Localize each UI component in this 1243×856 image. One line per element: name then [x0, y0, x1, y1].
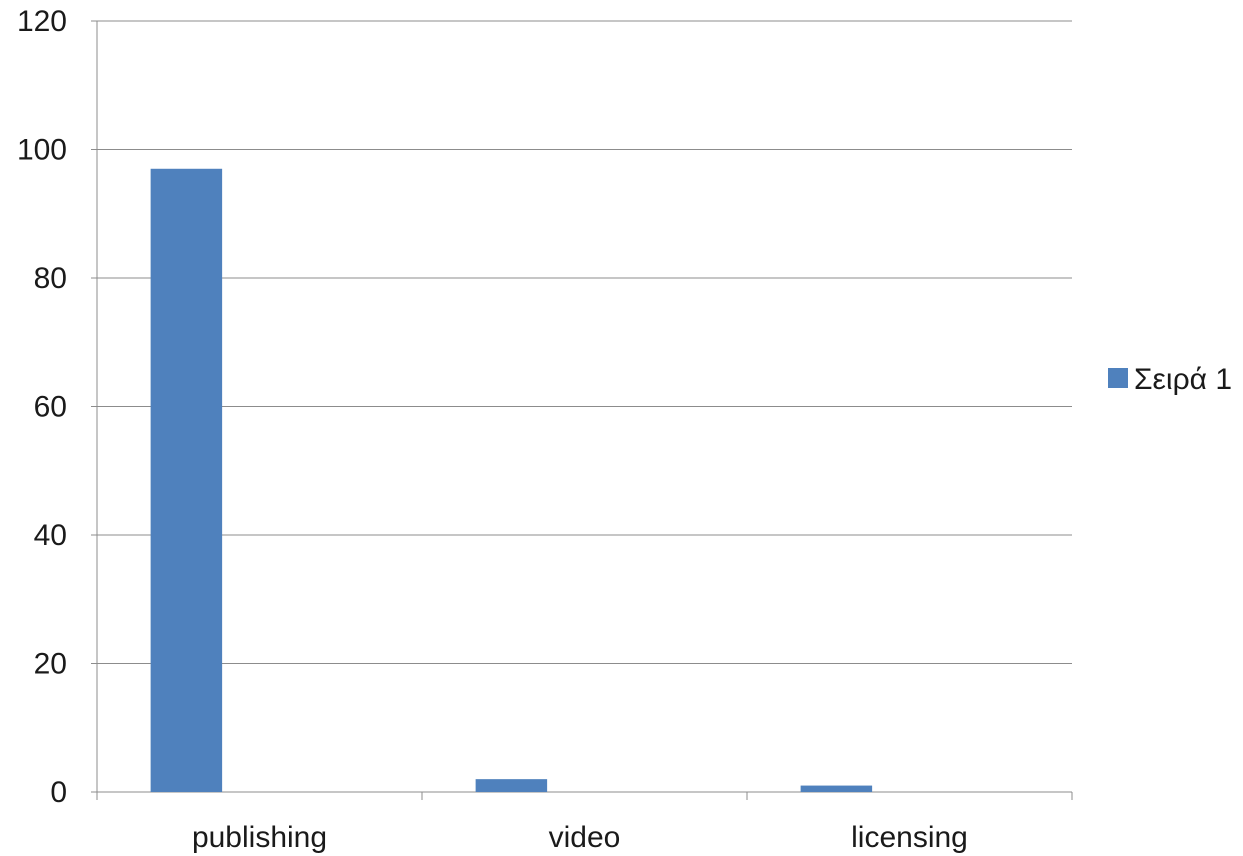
- bar-licensing: [800, 785, 873, 792]
- y-tick-label: 100: [17, 134, 67, 167]
- legend: Σειρά 1: [1108, 363, 1232, 396]
- x-tick-label: video: [549, 821, 621, 854]
- y-tick-label: 40: [34, 519, 67, 552]
- y-axis-ticks: 0 20 40 60 80 100 120: [17, 5, 97, 809]
- bar-publishing: [150, 168, 223, 792]
- legend-swatch: [1108, 368, 1128, 388]
- x-tick-label: publishing: [192, 821, 327, 854]
- gridlines: [97, 20, 1072, 664]
- legend-label: Σειρά 1: [1134, 363, 1232, 396]
- x-axis-ticks: publishing video licensing: [96, 792, 1073, 854]
- bars: [150, 168, 873, 792]
- y-tick-label: 20: [34, 648, 67, 681]
- y-tick-label: 120: [17, 5, 67, 38]
- x-tick-label: licensing: [851, 821, 968, 854]
- y-tick-label: 80: [34, 262, 67, 295]
- bar-video: [475, 779, 548, 792]
- y-tick-label: 0: [50, 776, 67, 809]
- y-tick-label: 60: [34, 391, 67, 424]
